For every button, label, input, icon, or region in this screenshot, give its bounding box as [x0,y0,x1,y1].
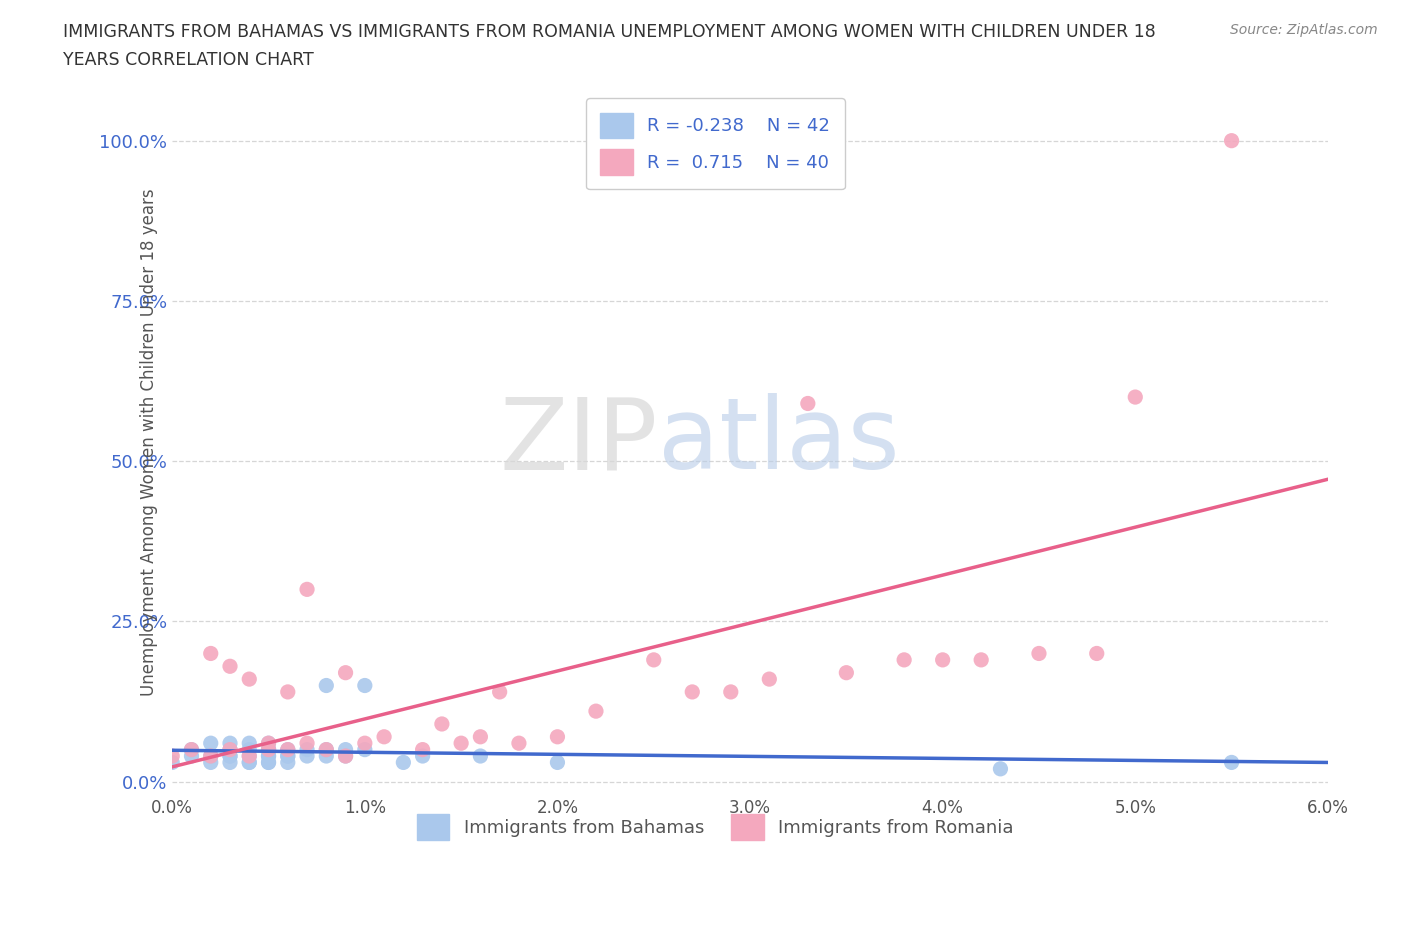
Point [546,729,568,744]
Point [257,755,280,770]
Point [257,736,280,751]
Point [758,671,780,686]
Point [1220,755,1243,770]
Point [277,749,299,764]
Point [257,749,280,764]
Point [180,742,202,757]
Point [720,684,742,699]
Point [238,749,260,764]
Point [335,749,357,764]
Point [1220,133,1243,148]
Point [238,755,260,770]
Point [1123,390,1146,405]
Point [315,749,337,764]
Point [295,749,318,764]
Point [295,736,318,751]
Point [835,665,858,680]
Y-axis label: Unemployment Among Women with Children Under 18 years: Unemployment Among Women with Children U… [141,188,159,696]
Point [1028,646,1050,661]
Point [412,742,434,757]
Point [238,742,260,757]
Point [508,736,530,751]
Point [257,742,280,757]
Point [546,755,568,770]
Point [238,749,260,764]
Text: atlas: atlas [658,393,900,490]
Point [200,749,222,764]
Point [295,582,318,597]
Point [200,749,222,764]
Point [373,729,395,744]
Point [295,742,318,757]
Point [219,755,242,770]
Point [470,729,492,744]
Point [335,665,357,680]
Point [238,671,260,686]
Point [315,742,337,757]
Point [681,684,703,699]
Point [353,736,375,751]
Point [335,749,357,764]
Point [257,742,280,757]
Point [392,755,415,770]
Point [160,749,183,764]
Point [277,755,299,770]
Point [315,742,337,757]
Text: YEARS CORRELATION CHART: YEARS CORRELATION CHART [63,51,314,69]
Point [219,736,242,751]
Point [200,736,222,751]
Point [990,762,1012,777]
Point [353,742,375,757]
Point [277,684,299,699]
Point [277,742,299,757]
Point [450,736,472,751]
Point [315,678,337,693]
Point [277,749,299,764]
Point [200,646,222,661]
Point [160,755,183,770]
Point [219,658,242,673]
Point [219,742,242,757]
Point [353,678,375,693]
Text: ZIP: ZIP [499,393,658,490]
Point [257,749,280,764]
Point [257,755,280,770]
Point [931,653,953,668]
Point [335,742,357,757]
Point [180,749,202,764]
Point [970,653,993,668]
Point [1085,646,1108,661]
Point [277,742,299,757]
Point [238,736,260,751]
Point [257,742,280,757]
Legend: Immigrants from Bahamas, Immigrants from Romania: Immigrants from Bahamas, Immigrants from… [408,805,1022,849]
Point [412,749,434,764]
Point [585,704,607,719]
Point [257,736,280,751]
Point [470,749,492,764]
Point [219,742,242,757]
Text: Source: ZipAtlas.com: Source: ZipAtlas.com [1230,23,1378,37]
Text: IMMIGRANTS FROM BAHAMAS VS IMMIGRANTS FROM ROMANIA UNEMPLOYMENT AMONG WOMEN WITH: IMMIGRANTS FROM BAHAMAS VS IMMIGRANTS FR… [63,23,1156,41]
Point [180,742,202,757]
Point [488,684,510,699]
Point [219,749,242,764]
Point [200,755,222,770]
Point [430,716,453,731]
Point [219,749,242,764]
Point [238,755,260,770]
Point [893,653,915,668]
Point [797,396,820,411]
Point [643,653,665,668]
